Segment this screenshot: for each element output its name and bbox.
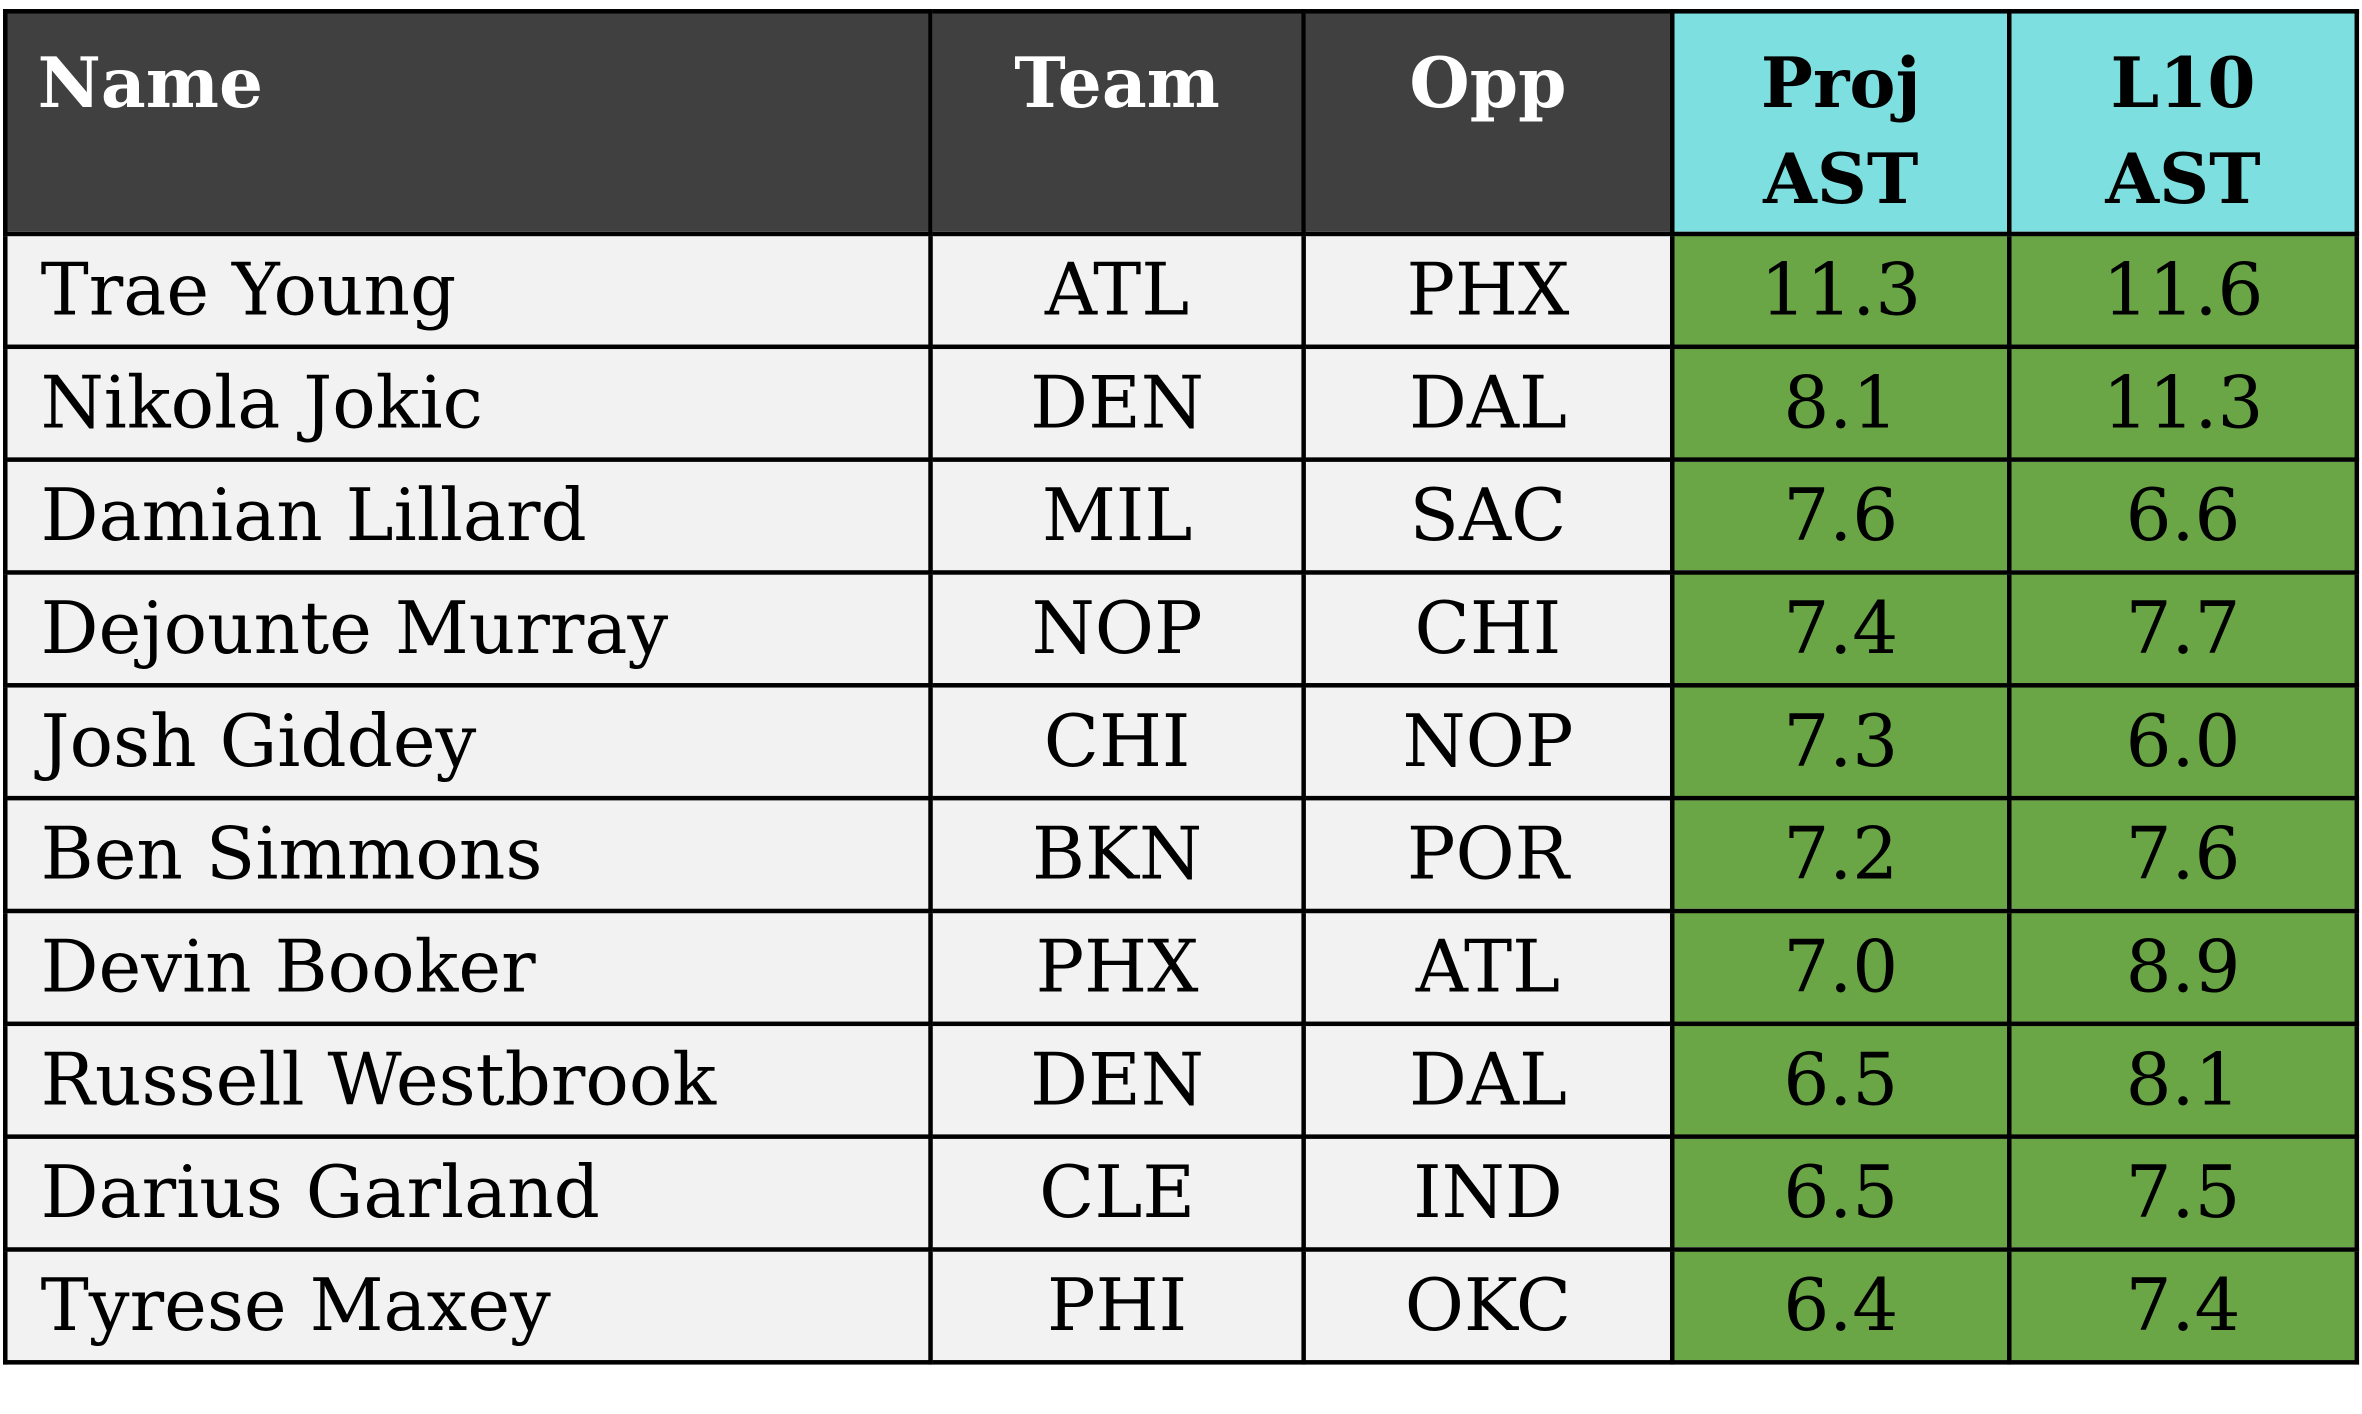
player-name-cell: Trae Young: [3, 231, 933, 350]
proj-ast-cell: 6.5: [1669, 1021, 2012, 1139]
column-header-proj-ast[interactable]: Proj AST: [1669, 9, 2012, 237]
proj-ast-cell: 7.2: [1669, 795, 2012, 914]
assists-table: Name Team Opp Proj AST L10 AST Trae Youn…: [3, 9, 2360, 1365]
column-header-name[interactable]: Name: [3, 9, 933, 237]
table-body: Trae Young ATL PHX 11.3 11.6 Nikola Jokic DEN D…: [3, 231, 2360, 1365]
l10-ast-cell: 8.1: [2007, 1021, 2360, 1139]
player-name-cell: Ben Simmons: [3, 795, 933, 914]
opponent-cell: NOP: [1301, 683, 1675, 801]
l10-ast-cell: 7.5: [2007, 1134, 2360, 1252]
team-cell: DEN: [928, 1021, 1306, 1139]
player-name-cell: Damian Lillard: [3, 457, 933, 575]
team-cell: NOP: [928, 570, 1306, 688]
team-cell: ATL: [928, 231, 1306, 350]
opponent-cell: OKC: [1301, 1247, 1675, 1365]
proj-ast-cell: 7.4: [1669, 570, 2012, 688]
l10-ast-cell: 11.6: [2007, 231, 2360, 350]
proj-ast-cell: 6.5: [1669, 1134, 2012, 1252]
player-name-cell: Josh Giddey: [3, 683, 933, 801]
proj-ast-cell: 8.1: [1669, 344, 2012, 462]
column-header-l10-ast-line2: AST: [2105, 138, 2261, 220]
table-row: Ben Simmons BKN POR 7.2 7.6: [3, 795, 2360, 914]
opponent-cell: POR: [1301, 795, 1675, 914]
table-row: Nikola Jokic DEN DAL 8.1 11.3: [3, 344, 2360, 462]
column-header-l10-ast[interactable]: L10 AST: [2007, 9, 2360, 237]
l10-ast-cell: 7.6: [2007, 795, 2360, 914]
opponent-cell: SAC: [1301, 457, 1675, 575]
player-name-cell: Devin Booker: [3, 908, 933, 1027]
l10-ast-cell: 6.6: [2007, 457, 2360, 575]
team-cell: PHI: [928, 1247, 1306, 1365]
column-header-proj-ast-line1: Proj: [1760, 42, 1921, 124]
column-header-proj-ast-line2: AST: [1763, 138, 1919, 220]
table-row: Devin Booker PHX ATL 7.0 8.9: [3, 908, 2360, 1027]
table-row: Dejounte Murray NOP CHI 7.4 7.7: [3, 570, 2360, 688]
opponent-cell: IND: [1301, 1134, 1675, 1252]
proj-ast-cell: 7.6: [1669, 457, 2012, 575]
team-cell: MIL: [928, 457, 1306, 575]
proj-ast-cell: 7.3: [1669, 683, 2012, 801]
proj-ast-cell: 6.4: [1669, 1247, 2012, 1365]
l10-ast-cell: 11.3: [2007, 344, 2360, 462]
team-cell: DEN: [928, 344, 1306, 462]
player-name-cell: Darius Garland: [3, 1134, 933, 1252]
column-header-team[interactable]: Team: [928, 9, 1306, 237]
column-header-l10-ast-line1: L10: [2110, 42, 2256, 124]
proj-ast-cell: 7.0: [1669, 908, 2012, 1027]
l10-ast-cell: 7.4: [2007, 1247, 2360, 1365]
player-name-cell: Dejounte Murray: [3, 570, 933, 688]
column-header-opp[interactable]: Opp: [1301, 9, 1675, 237]
l10-ast-cell: 6.0: [2007, 683, 2360, 801]
player-name-cell: Nikola Jokic: [3, 344, 933, 462]
team-cell: PHX: [928, 908, 1306, 1027]
opponent-cell: ATL: [1301, 908, 1675, 1027]
table-row: Darius Garland CLE IND 6.5 7.5: [3, 1134, 2360, 1252]
l10-ast-cell: 8.9: [2007, 908, 2360, 1027]
table-row: Tyrese Maxey PHI OKC 6.4 7.4: [3, 1247, 2360, 1365]
team-cell: BKN: [928, 795, 1306, 914]
header-row: Name Team Opp Proj AST L10 AST: [3, 9, 2360, 237]
opponent-cell: CHI: [1301, 570, 1675, 688]
table-row: Josh Giddey CHI NOP 7.3 6.0: [3, 683, 2360, 801]
opponent-cell: PHX: [1301, 231, 1675, 350]
opponent-cell: DAL: [1301, 344, 1675, 462]
opponent-cell: DAL: [1301, 1021, 1675, 1139]
table-row: Trae Young ATL PHX 11.3 11.6: [3, 231, 2360, 350]
player-name-cell: Russell Westbrook: [3, 1021, 933, 1139]
proj-ast-cell: 11.3: [1669, 231, 2012, 350]
team-cell: CLE: [928, 1134, 1306, 1252]
team-cell: CHI: [928, 683, 1306, 801]
table-header: Name Team Opp Proj AST L10 AST: [3, 9, 2360, 237]
l10-ast-cell: 7.7: [2007, 570, 2360, 688]
player-name-cell: Tyrese Maxey: [3, 1247, 933, 1365]
table-row: Russell Westbrook DEN DAL 6.5 8.1: [3, 1021, 2360, 1139]
table-row: Damian Lillard MIL SAC 7.6 6.6: [3, 457, 2360, 575]
